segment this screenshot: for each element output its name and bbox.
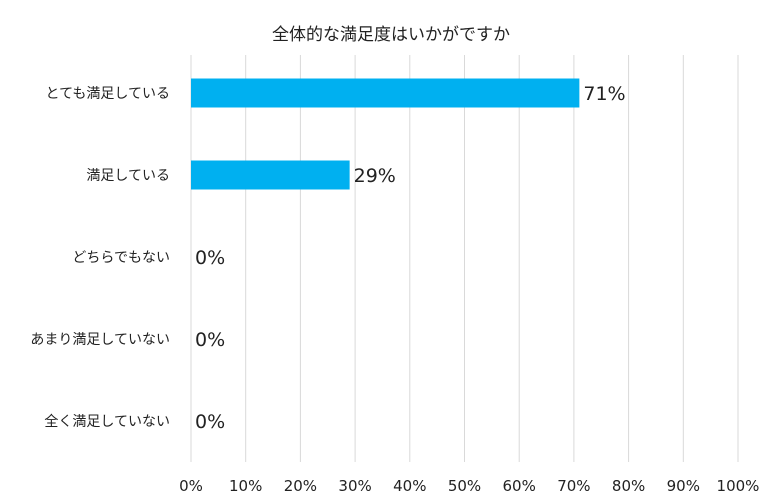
x-tick-label: 90% <box>667 477 700 495</box>
x-tick-label: 10% <box>229 477 262 495</box>
x-tick-label: 60% <box>503 477 536 495</box>
x-tick-label: 50% <box>448 477 481 495</box>
x-tick-label: 70% <box>557 477 590 495</box>
x-tick-label: 30% <box>338 477 371 495</box>
category-label: 満足している <box>86 168 170 184</box>
x-tick-label: 20% <box>284 477 317 495</box>
category-labels: とても満足している満足しているどちらでもないあまり満足していない全く満足していな… <box>30 86 170 430</box>
data-label: 0% <box>195 329 225 351</box>
data-label: 0% <box>195 411 225 433</box>
category-label: どちらでもない <box>72 250 170 266</box>
bars <box>191 78 580 190</box>
x-tick-label: 80% <box>612 477 645 495</box>
x-tick-label: 40% <box>393 477 426 495</box>
category-label: あまり満足していない <box>30 332 170 348</box>
bar <box>191 160 350 190</box>
data-label: 71% <box>583 83 625 105</box>
data-label: 0% <box>195 247 225 269</box>
chart-title: 全体的な満足度はいかがですか <box>272 25 510 45</box>
x-tick-label: 0% <box>179 477 203 495</box>
x-tick-label: 100% <box>717 477 760 495</box>
category-label: とても満足している <box>46 86 170 102</box>
category-label: 全く満足していない <box>44 413 170 430</box>
x-axis-tick-labels: 0% 10% 20% 30% 40% 50% 60% 70% 80% 90% 100% <box>179 477 759 495</box>
grid-lines <box>190 55 739 462</box>
bar <box>191 78 580 108</box>
data-labels: 71% 29% 0% 0% 0% <box>195 83 626 433</box>
data-label: 29% <box>354 165 396 187</box>
